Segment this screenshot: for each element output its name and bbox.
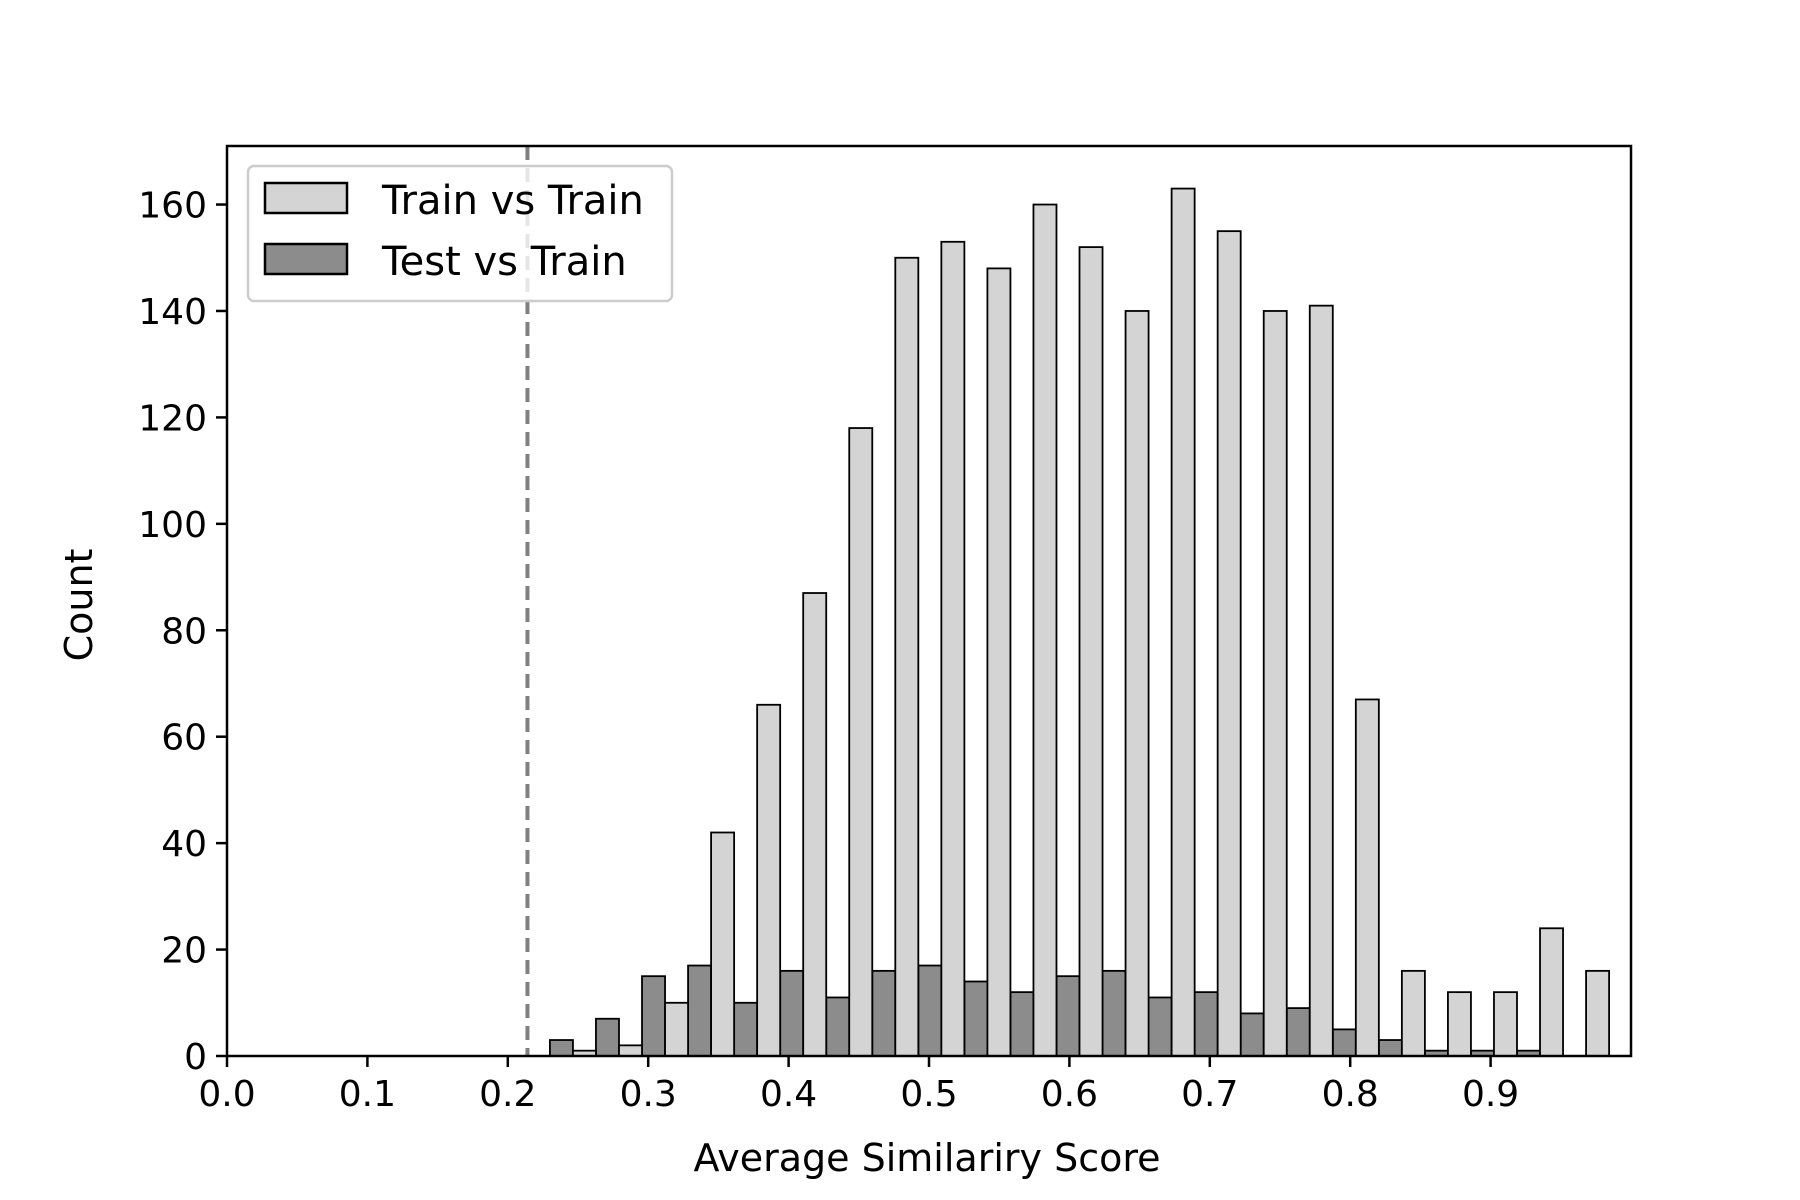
legend-swatch-test-vs-train bbox=[263, 242, 349, 276]
y-tick-label: 100 bbox=[138, 505, 207, 546]
y-tick-label: 160 bbox=[138, 186, 207, 227]
bar-test-vs-train bbox=[1055, 975, 1081, 1057]
bar-train-vs-train bbox=[664, 1001, 689, 1057]
x-tick-label: 0.8 bbox=[1322, 1074, 1379, 1115]
x-tick-label: 0.1 bbox=[339, 1074, 396, 1115]
bar-test-vs-train bbox=[687, 964, 712, 1057]
bar-train-vs-train bbox=[1078, 246, 1104, 1057]
bar-train-vs-train bbox=[1400, 969, 1426, 1057]
bar-test-vs-train bbox=[917, 964, 943, 1057]
bar-test-vs-train bbox=[1331, 1028, 1357, 1057]
bar-test-vs-train bbox=[549, 1039, 574, 1057]
bar-train-vs-train bbox=[848, 427, 874, 1057]
y-tick-label: 140 bbox=[138, 292, 207, 333]
axis-ticks: 0.0 0.1 0.2 0.3 0.4 0.5 0.6 0.7 0.8 0.9 0 20 40 60 80 1… bbox=[138, 186, 1519, 1115]
bar-test-vs-train bbox=[1147, 996, 1173, 1057]
bar-test-vs-train bbox=[963, 980, 989, 1057]
x-tick-label: 0.9 bbox=[1462, 1074, 1519, 1115]
legend-box bbox=[246, 164, 674, 303]
bars-group bbox=[549, 187, 1610, 1057]
bar-train-vs-train bbox=[802, 592, 828, 1057]
bar-train-vs-train bbox=[1032, 203, 1058, 1057]
bar-train-vs-train bbox=[1447, 991, 1472, 1057]
bar-train-vs-train bbox=[1308, 304, 1334, 1057]
x-tick-label: 0.5 bbox=[900, 1074, 957, 1115]
x-tick-label: 0.4 bbox=[760, 1074, 817, 1115]
y-tick-label: 120 bbox=[138, 398, 207, 439]
bar-train-vs-train bbox=[1539, 927, 1564, 1057]
bar-train-vs-train bbox=[1124, 310, 1150, 1057]
x-tick-label: 0.6 bbox=[1041, 1074, 1098, 1115]
bar-test-vs-train bbox=[825, 996, 851, 1057]
bar-train-vs-train bbox=[1493, 991, 1518, 1057]
bar-train-vs-train bbox=[1216, 230, 1242, 1057]
x-axis-title: Average Similariry Score bbox=[693, 1136, 1160, 1180]
bar-train-vs-train bbox=[1262, 310, 1288, 1057]
bar-test-vs-train bbox=[1101, 969, 1127, 1057]
y-tick-label: 60 bbox=[161, 718, 207, 759]
bar-train-vs-train bbox=[986, 267, 1012, 1057]
plot-frame bbox=[225, 144, 1633, 1058]
bar-test-vs-train bbox=[641, 975, 666, 1057]
bar-test-vs-train bbox=[871, 969, 897, 1057]
bar-train-vs-train bbox=[1585, 969, 1610, 1057]
bar-train-vs-train bbox=[1354, 698, 1380, 1057]
bar-test-vs-train bbox=[1193, 991, 1219, 1057]
bar-test-vs-train bbox=[1009, 991, 1035, 1057]
bar-train-vs-train bbox=[618, 1044, 643, 1057]
x-tick-label: 0.2 bbox=[479, 1074, 536, 1115]
y-tick-label: 40 bbox=[161, 824, 207, 865]
bar-test-vs-train bbox=[595, 1017, 620, 1057]
bar-train-vs-train bbox=[1170, 187, 1196, 1057]
x-tick-label: 0.0 bbox=[198, 1074, 255, 1115]
legend-swatch-train-vs-train bbox=[263, 181, 349, 215]
x-tick-label: 0.3 bbox=[620, 1074, 677, 1115]
y-tick-label: 20 bbox=[161, 931, 207, 972]
y-axis-title: Count bbox=[57, 549, 101, 662]
bar-train-vs-train bbox=[894, 256, 920, 1057]
x-tick-label: 0.7 bbox=[1181, 1074, 1238, 1115]
bar-test-vs-train bbox=[733, 1001, 759, 1057]
bar-test-vs-train bbox=[1285, 1007, 1311, 1057]
bar-test-vs-train bbox=[779, 969, 805, 1057]
y-tick-label: 80 bbox=[161, 611, 207, 652]
legend-label-test-vs-train: Test vs Train bbox=[381, 239, 627, 285]
bar-train-vs-train bbox=[940, 240, 966, 1057]
bar-train-vs-train bbox=[756, 703, 782, 1057]
legend-label-train-vs-train: Train vs Train bbox=[381, 178, 644, 224]
bar-train-vs-train bbox=[710, 831, 736, 1057]
legend: Train vs Train Test vs Train bbox=[246, 164, 674, 303]
y-tick-label: 0 bbox=[184, 1037, 207, 1078]
bar-test-vs-train bbox=[1377, 1039, 1403, 1057]
bar-test-vs-train bbox=[1239, 1012, 1265, 1057]
